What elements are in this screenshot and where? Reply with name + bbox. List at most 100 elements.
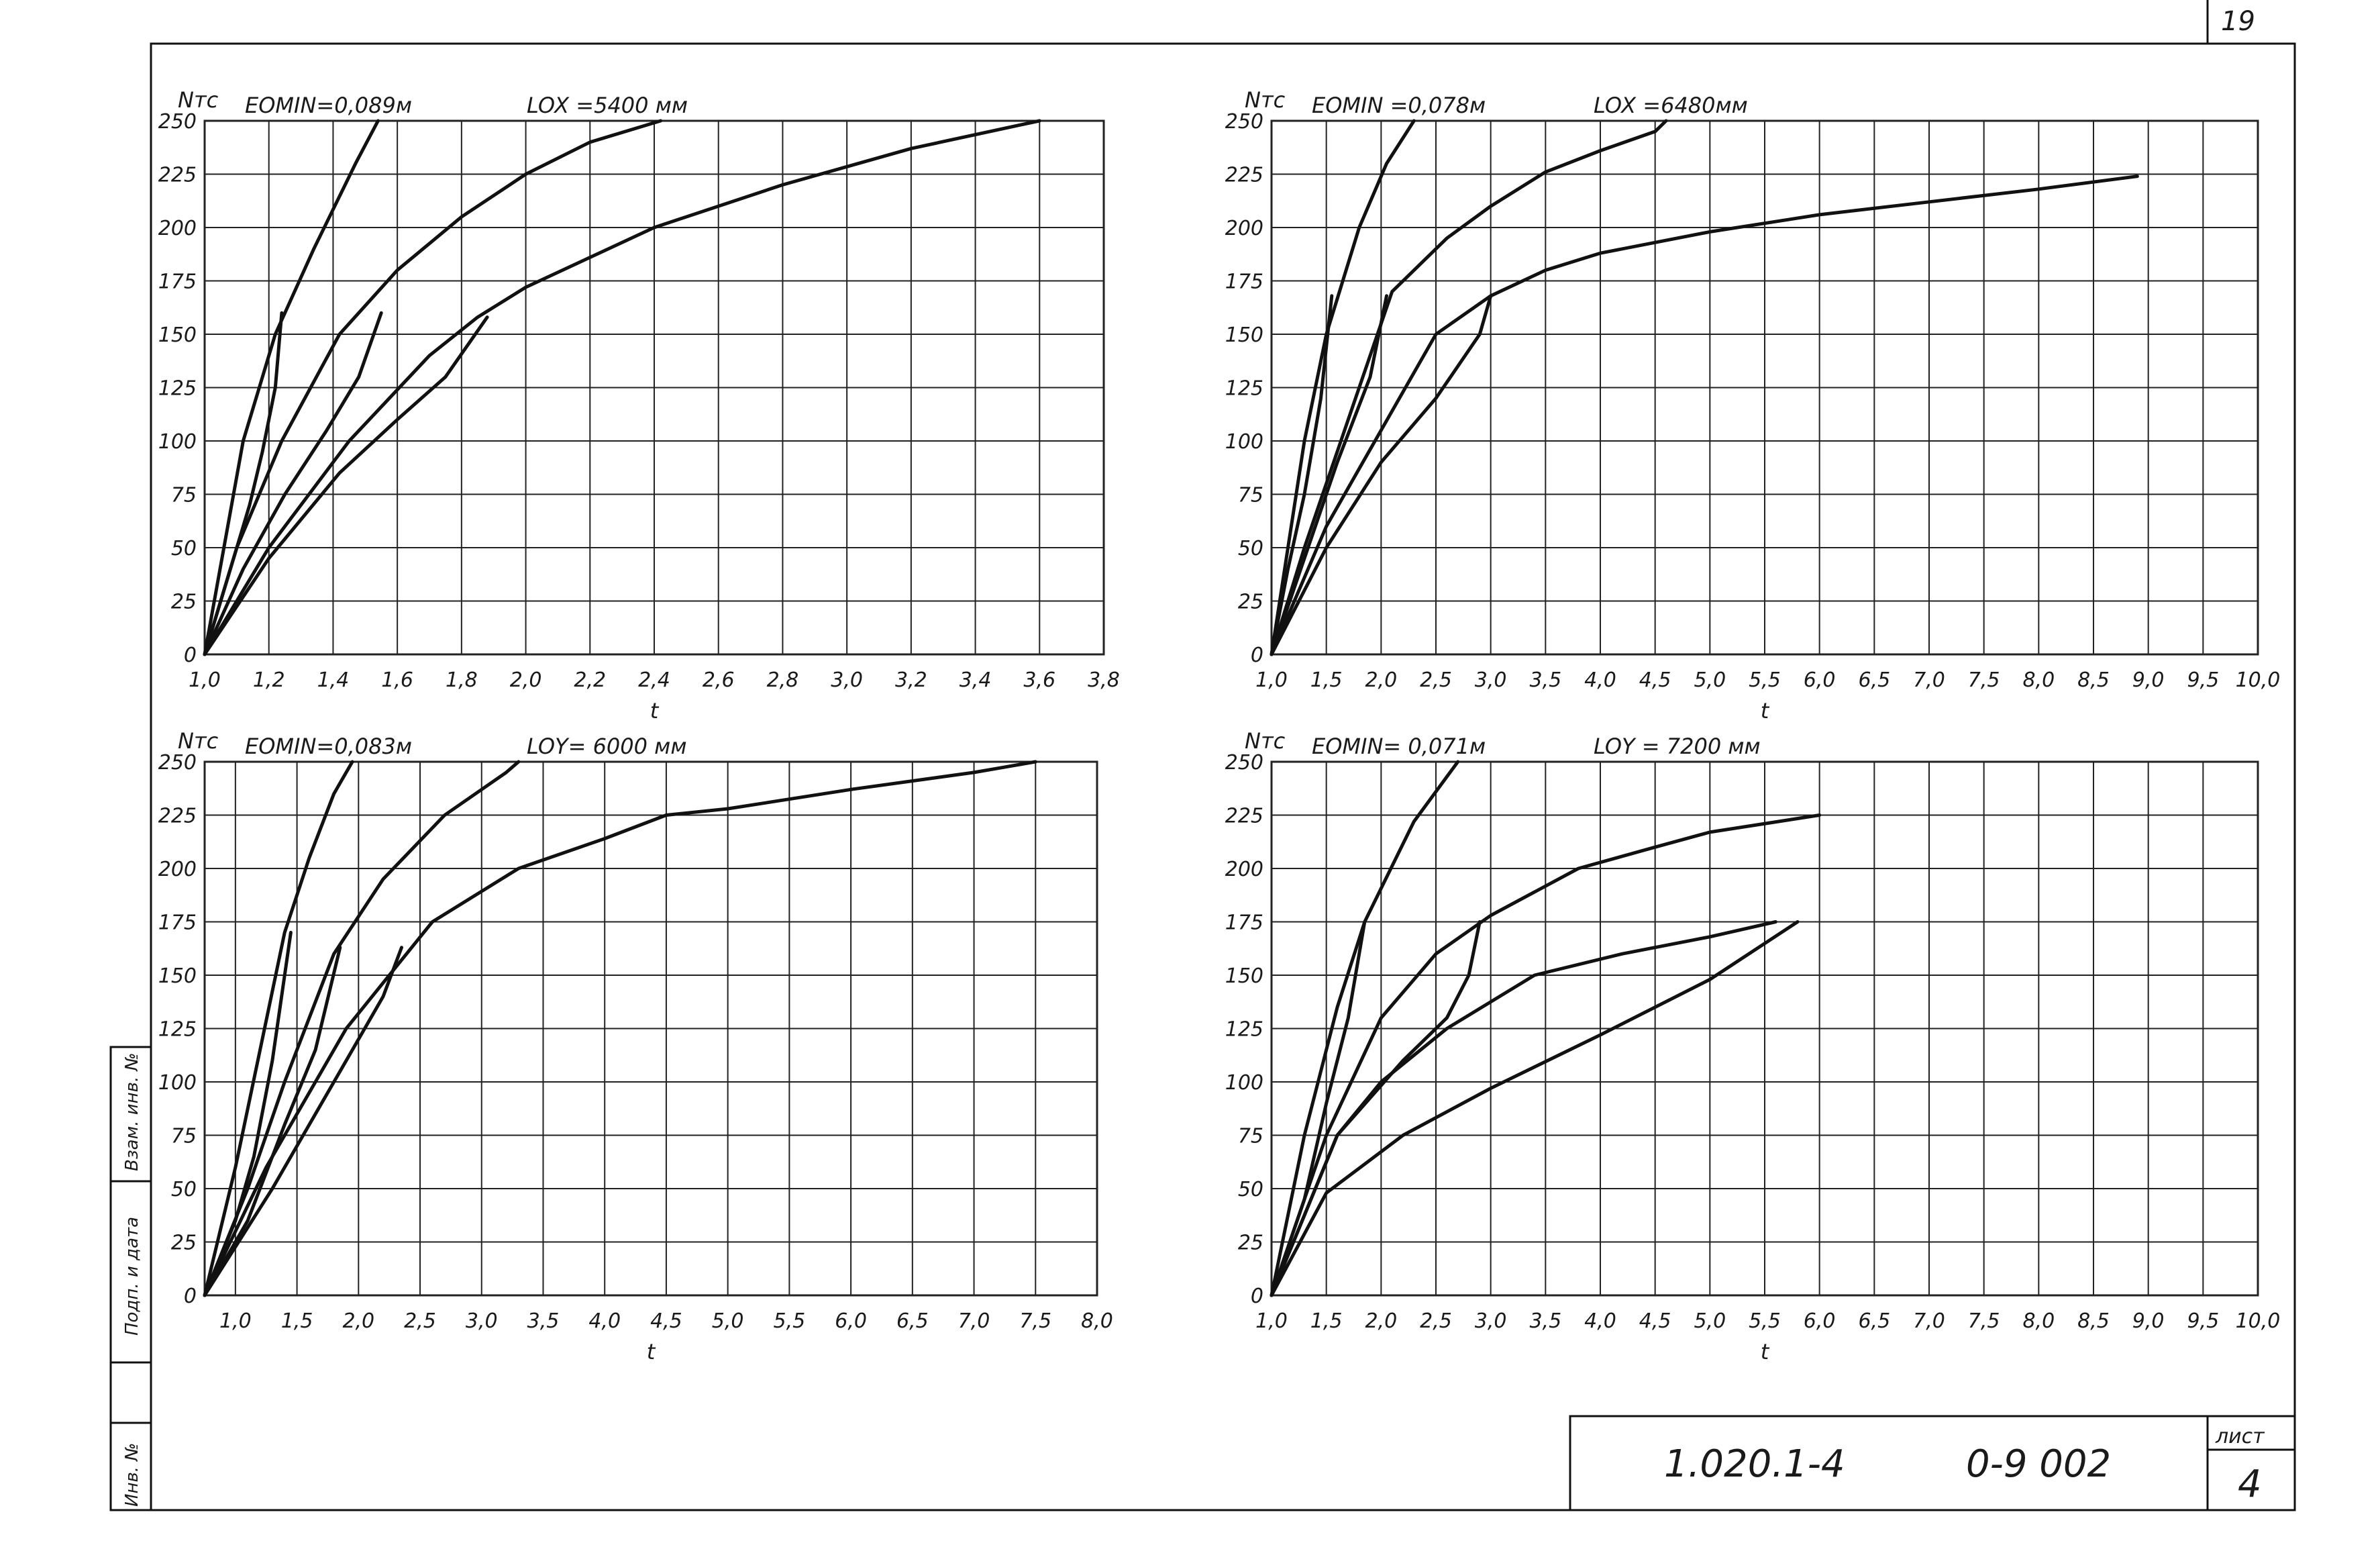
x-tick-label: 1,0 [1255,1309,1288,1333]
param-length: LOX =6480мм [1594,93,1748,118]
sheet-number: 4 [2238,1462,2262,1506]
y-tick-label: 250 [158,110,197,134]
x-tick-label: 3,5 [1529,668,1561,692]
series-line-5 [1270,294,1388,656]
x-tick-label: 3,5 [1529,1309,1561,1333]
x-tick-label: 2,0 [342,1309,374,1333]
y-tick-label: 50 [171,537,197,560]
x-tick-label: 2,5 [1420,668,1452,692]
y-tick-label: 200 [1225,858,1263,881]
x-tick-label: 9,5 [2187,1309,2219,1333]
y-tick-label: 100 [1225,430,1263,454]
param-eomin: EOMIN=0,083м [245,734,412,759]
chart-4: 1,0 1,5 2,0 2,5 3,0 3,5 4,0 4,5 5,0 5,5 6,0 6,5 7,0 7… [1225,728,2281,1364]
x-tick-label: 4,5 [1639,668,1671,692]
y-axis-label: Nтс [178,87,219,113]
y-tick-label: 175 [158,270,197,294]
x-tick-label: 5,5 [774,1309,806,1333]
x-tick-label: 3,8 [1088,668,1120,692]
x-tick-label: 7,0 [1913,668,1945,692]
series-line-5 [203,946,342,1297]
y-tick-label: 175 [158,911,197,935]
y-tick-label: 50 [171,1178,197,1201]
chart-1: 1,0 1,2 1,4 1,6 1,8 2,0 2,2 2,4 2,6 2,8 3,0 3,2 3,4 3… [158,87,1120,724]
y-tick-label: 25 [171,591,197,614]
y-tick-label: 125 [1225,1018,1263,1042]
series-line-6 [1270,294,1493,656]
y-tick-label: 75 [1238,1125,1263,1148]
x-tick-label: 10,0 [2236,1309,2281,1333]
y-tick-label: 25 [1238,1232,1263,1255]
x-tick-label: 3,4 [960,668,992,692]
x-tick-label: 5,0 [1694,1309,1726,1333]
x-tick-label: 1,0 [189,668,221,692]
series-line-4 [1270,294,1334,656]
y-tick-label: 25 [1238,591,1263,614]
chart-3: 1,0 1,5 2,0 2,5 3,0 3,5 4,0 4,5 5,0 5,5 6,0 6,5 7,0 7… [158,728,1113,1364]
y-tick-label: 200 [158,858,197,881]
x-tick-label: 7,5 [1968,668,2000,692]
series-line-4 [203,311,284,656]
x-tick-label: 8,0 [2022,668,2055,692]
param-eomin: EOMIN=0,089м [245,93,412,118]
x-tick-label: 1,2 [253,668,285,692]
x-tick-label: 6,5 [1858,668,1890,692]
stamp-sign-date: Подп. и дата [122,1217,142,1336]
series-line-2 [1270,813,1822,1297]
x-tick-label: 3,0 [466,1309,498,1333]
x-tick-label: 1,5 [1310,668,1343,692]
x-tick-label: 7,5 [1019,1309,1051,1333]
series-line-6 [1270,920,1800,1297]
x-tick-label: 8,0 [2022,1309,2055,1333]
y-tick-label: 50 [1238,537,1263,560]
series-line-1 [203,119,380,656]
y-tick-label: 150 [1225,323,1263,347]
x-tick-label: 5,0 [1694,668,1726,692]
x-tick-label: 3,0 [1475,1309,1507,1333]
plot-area [203,119,1105,656]
y-axis-label: Nтс [1245,728,1286,754]
x-tick-label: 1,0 [1255,668,1288,692]
series-line-4 [1270,920,1367,1297]
y-tick-label: 75 [1238,484,1263,507]
x-tick-label: 5,5 [1749,668,1781,692]
x-tick-label: 1,5 [281,1309,313,1333]
series-line-3 [203,119,1041,656]
plot-area [1270,119,2259,656]
x-tick-label: 1,6 [381,668,413,692]
page-number: 19 [2221,6,2255,37]
x-tick-label: 3,0 [1475,668,1507,692]
x-tick-label: 2,6 [703,668,735,692]
series-line-3 [1270,175,2139,656]
x-tick-label: 2,0 [1365,1309,1397,1333]
x-axis-label: t [1761,698,1770,724]
x-tick-label: 2,5 [1420,1309,1452,1333]
x-tick-label: 4,5 [1639,1309,1671,1333]
x-axis-label: t [647,1339,656,1364]
series-line-2 [203,760,521,1297]
series-line-6 [203,315,489,656]
x-tick-label: 9,0 [2132,668,2165,692]
x-tick-label: 2,4 [638,668,670,692]
y-tick-label: 200 [1225,217,1263,240]
series-line-5 [203,311,383,656]
doc-code: 1.020.1-4 [1664,1442,1845,1486]
title-block: 1.020.1-4 0-9 002 лист 4 [1569,1415,2296,1511]
param-eomin: EOMIN =0,078м [1312,93,1486,118]
x-axis-label: t [650,698,660,724]
y-tick-label: 100 [158,1071,197,1095]
y-tick-label: 150 [158,964,197,988]
x-tick-label: 2,0 [1365,668,1397,692]
y-tick-label: 50 [1238,1178,1263,1201]
x-tick-label: 1,8 [446,668,478,692]
x-tick-label: 9,0 [2132,1309,2165,1333]
plot-area [203,760,1098,1297]
x-tick-label: 2,0 [510,668,542,692]
series-line-5 [1270,920,1482,1297]
series-line-1 [203,760,354,1297]
x-tick-label: 1,4 [317,668,350,692]
y-tick-label: 175 [1225,270,1263,294]
y-tick-label: 0 [1251,644,1263,667]
x-tick-label: 8,5 [2077,1309,2110,1333]
x-tick-label: 8,5 [2077,668,2110,692]
